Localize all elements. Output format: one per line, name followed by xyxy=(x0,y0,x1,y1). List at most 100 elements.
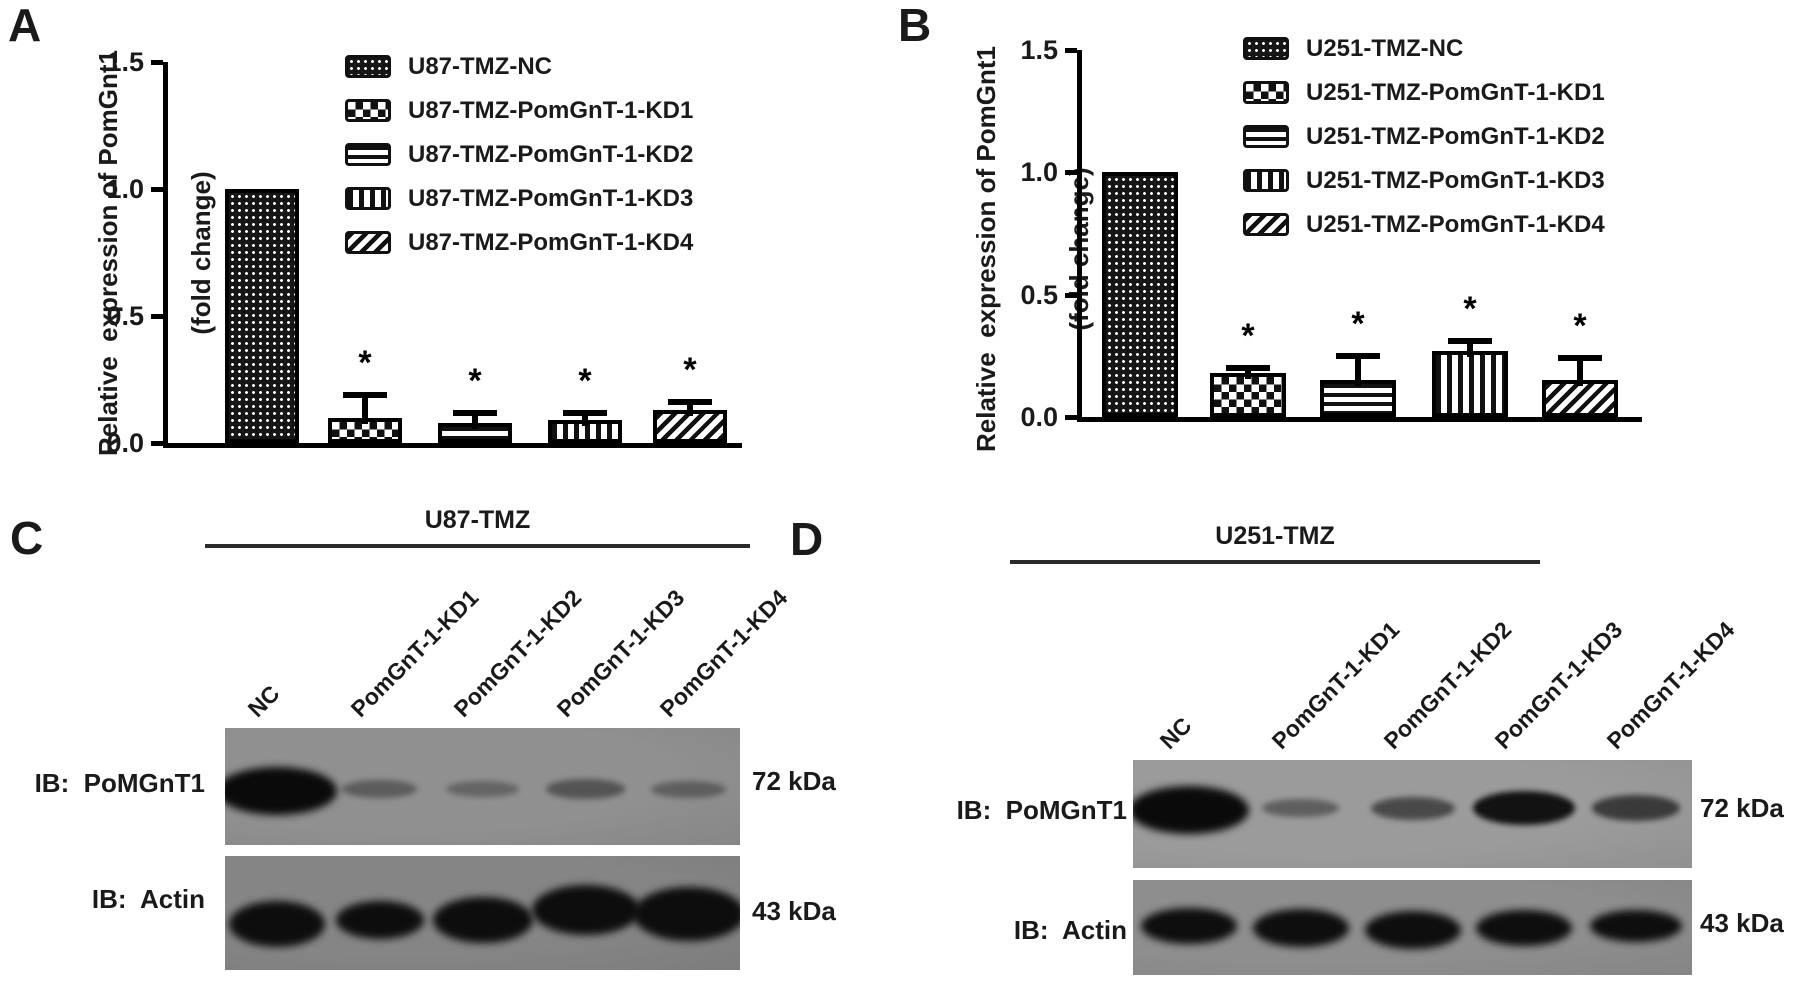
legend-label: U251-TMZ-NC xyxy=(1306,35,1464,62)
error-bar-stem xyxy=(472,412,478,429)
y-axis xyxy=(1077,50,1082,422)
y-axis-tick xyxy=(1065,170,1077,176)
panel-c-title-underline xyxy=(205,544,750,548)
significance-asterisk: * xyxy=(578,361,592,400)
legend-swatch-horizontal-lines xyxy=(345,142,391,166)
legend-label: U251-TMZ-PomGnT-1-KD1 xyxy=(1306,79,1605,106)
panel-d-ib-actin-label: IB: Actin xyxy=(1013,915,1127,945)
y-axis-tick xyxy=(151,60,163,65)
panel-a-y-axis-title-line1: Relative expression of PomGnt1 xyxy=(93,50,123,457)
legend-swatch-vertical-lines xyxy=(345,186,391,210)
lane-label-NC: NC xyxy=(1154,712,1197,754)
legend-swatch-fine-dots xyxy=(1243,36,1289,60)
significance-asterisk: * xyxy=(1351,304,1365,343)
error-bar-cap xyxy=(1336,352,1380,359)
panel-c-ib-actin-label: IB: Actin xyxy=(91,884,205,914)
error-bar-cap xyxy=(1558,355,1602,362)
y-axis xyxy=(163,62,168,448)
significance-asterisk: * xyxy=(683,351,697,390)
legend-swatch-checker xyxy=(345,98,391,122)
significance-asterisk: * xyxy=(468,361,482,400)
protein-band xyxy=(1140,908,1237,944)
y-axis-tick xyxy=(151,314,163,319)
significance-asterisk: * xyxy=(1241,317,1255,356)
bar-U251-TMZ-NC xyxy=(1102,172,1178,417)
panel-c-ib-pomgnt1-label: IB: PoMGnT1 xyxy=(34,768,205,798)
bar-U251-TMZ-PomGnT-1-KD4 xyxy=(1542,380,1618,417)
protein-band xyxy=(1590,910,1683,942)
blot-strip-actin xyxy=(1133,880,1692,975)
x-axis xyxy=(1077,417,1642,422)
legend-label: U87-TMZ-PomGnT-1-KD1 xyxy=(408,97,694,124)
error-bar-stem xyxy=(582,412,588,427)
panel-c-cell-line-title: U87-TMZ xyxy=(424,506,531,534)
protein-band xyxy=(651,780,726,798)
error-bar-stem xyxy=(687,402,693,416)
significance-asterisk: * xyxy=(1573,307,1587,346)
protein-band xyxy=(1262,798,1340,818)
y-tick-label: 1.5 xyxy=(106,47,144,77)
error-bar-cap xyxy=(563,409,607,416)
panel-d-marker-72kda: 72 kDa xyxy=(1700,793,1784,823)
legend-label: U251-TMZ-PomGnT-1-KD2 xyxy=(1306,123,1605,150)
y-tick-label: 0.5 xyxy=(106,301,144,331)
y-tick-label: 0.5 xyxy=(1020,279,1058,310)
significance-asterisk: * xyxy=(1463,290,1477,329)
protein-band xyxy=(432,897,533,943)
error-bar-stem xyxy=(362,394,368,424)
legend-label: U251-TMZ-PomGnT-1-KD3 xyxy=(1306,167,1605,194)
protein-band xyxy=(225,767,337,815)
y-tick-label: 1.0 xyxy=(1020,157,1058,188)
y-axis-tick xyxy=(151,187,163,192)
protein-band xyxy=(1370,796,1455,820)
panel-d-title-underline xyxy=(1010,560,1540,564)
legend-label: U87-TMZ-NC xyxy=(408,53,552,80)
panel-b-label: B xyxy=(898,0,932,51)
protein-band xyxy=(632,887,740,941)
panel-a-label: A xyxy=(8,0,42,51)
error-bar-stem xyxy=(1355,355,1361,387)
protein-band xyxy=(335,901,424,939)
panel-d-cell-line-title: U251-TMZ xyxy=(1215,522,1335,550)
error-bar-cap xyxy=(668,399,712,406)
y-tick-label: 1.5 xyxy=(1020,35,1058,65)
legend-label: U87-TMZ-PomGnT-1-KD4 xyxy=(408,229,694,256)
y-tick-label: 0.0 xyxy=(106,428,144,458)
bar-U87-TMZ-NC xyxy=(225,189,299,443)
y-axis-tick xyxy=(151,441,163,446)
lane-label-NC: NC xyxy=(242,680,285,722)
bar-U251-TMZ-PomGnT-1-KD1 xyxy=(1210,372,1286,417)
protein-band xyxy=(1133,786,1249,834)
legend-label: U251-TMZ-PomGnT-1-KD4 xyxy=(1306,211,1605,238)
legend-swatch-diagonal-lines xyxy=(1243,212,1289,236)
error-bar-cap xyxy=(1448,338,1492,345)
legend-swatch-checker xyxy=(1243,80,1289,104)
protein-band xyxy=(1364,911,1461,949)
y-axis-tick xyxy=(1065,292,1077,298)
legend-swatch-vertical-lines xyxy=(1243,168,1289,192)
protein-band xyxy=(1476,910,1573,946)
y-tick-label: 1.0 xyxy=(106,174,144,204)
panel-c-marker-43kda: 43 kDa xyxy=(752,896,836,926)
legend-label: U87-TMZ-PomGnT-1-KD2 xyxy=(408,141,694,168)
y-tick-label: 0.0 xyxy=(1020,402,1058,432)
legend-swatch-horizontal-lines xyxy=(1243,124,1289,148)
significance-asterisk: * xyxy=(358,343,372,382)
protein-band xyxy=(531,885,640,935)
blot-strip-actin xyxy=(225,856,740,970)
panel-b-y-axis-title: Relative expression of PomGnt1 (fold cha… xyxy=(909,39,1094,459)
protein-band xyxy=(1473,790,1576,826)
error-bar-cap xyxy=(343,391,387,398)
x-axis xyxy=(163,443,742,448)
panel-d-marker-43kda: 43 kDa xyxy=(1700,908,1784,938)
protein-band xyxy=(546,779,625,799)
protein-band xyxy=(1252,909,1349,947)
protein-band xyxy=(341,780,418,798)
error-bar-stem xyxy=(1467,341,1473,357)
legend-swatch-fine-dots xyxy=(345,54,391,78)
error-bar-cap xyxy=(1226,365,1270,372)
error-bar-stem xyxy=(1245,368,1251,379)
y-axis-tick xyxy=(1065,48,1077,53)
panel-a-y-axis-title: Relative expression of PomGnt1 (fold cha… xyxy=(31,43,216,463)
